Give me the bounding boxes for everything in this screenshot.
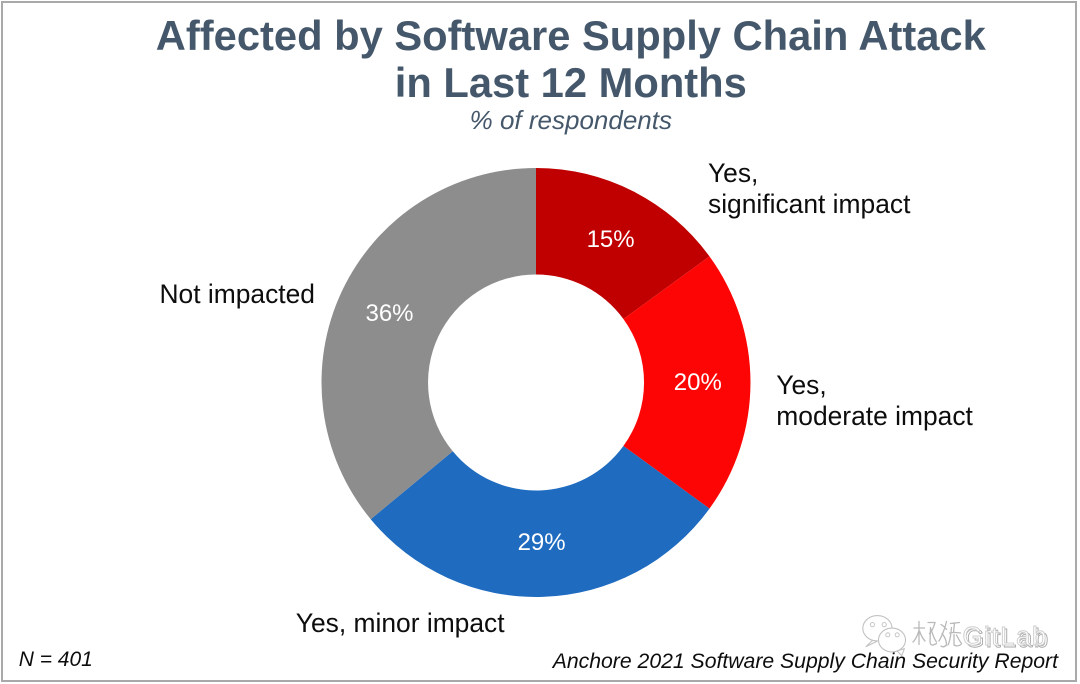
svg-text:GitLab: GitLab (965, 625, 1050, 653)
svg-text:GitLab: GitLab (963, 623, 1048, 651)
